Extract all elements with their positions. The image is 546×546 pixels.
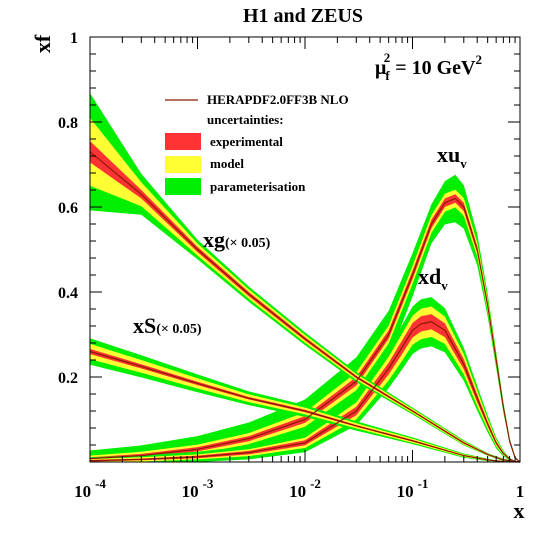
- legend-swatch-model: [165, 156, 201, 173]
- legend-label-experimental: experimental: [210, 134, 283, 149]
- legend-label-model: model: [210, 156, 244, 171]
- y-tick-label: 1: [70, 30, 78, 47]
- legend-swatch-parameterisation: [165, 178, 201, 195]
- label-xdv-sub: v: [441, 278, 448, 293]
- scale-rest: = 10 GeV: [390, 57, 476, 79]
- label-xs: xS(× 0.05): [133, 313, 202, 338]
- x-tick-label-exp: -1: [418, 476, 429, 491]
- x-tick-label-base: 10: [74, 482, 91, 501]
- label-xg-scale: (× 0.05): [225, 236, 271, 251]
- chart-title: H1 and ZEUS: [243, 5, 363, 27]
- scale-sup2: 2: [475, 52, 482, 67]
- x-tick-label-base: 1: [516, 482, 525, 501]
- line-xdv: [89, 321, 521, 463]
- label-xuv: xuv: [437, 142, 467, 171]
- y-axis-label: xf: [30, 34, 55, 53]
- legend: HERAPDF2.0FF3B NLO uncertainties: experi…: [165, 92, 349, 195]
- x-axis-label: x: [514, 498, 525, 523]
- legend-swatch-experimental: [165, 133, 201, 150]
- y-tick-label: 0.8: [58, 115, 78, 132]
- line-xg: [89, 151, 521, 463]
- legend-line-label: HERAPDF2.0FF3B NLO: [207, 92, 349, 107]
- y-tick-label: 0.6: [58, 200, 78, 217]
- x-tick-label: 10 -1: [397, 476, 429, 501]
- line-xuv: [89, 197, 521, 463]
- label-xdv: xdv: [418, 264, 448, 293]
- band-parameterisation-xuv: [90, 174, 520, 462]
- y-tick-label: 0.4: [58, 285, 78, 302]
- x-tick-label-exp: -2: [310, 476, 321, 491]
- x-tick-label-exp: -3: [203, 476, 214, 491]
- legend-header: uncertainties:: [207, 112, 284, 127]
- x-tick-label: 1: [516, 482, 525, 501]
- x-tick-label: 10 -4: [74, 476, 106, 501]
- scale-label: μf 2 = 10 GeV2: [375, 50, 482, 83]
- legend-label-parameterisation: parameterisation: [210, 179, 306, 194]
- band-layer: [90, 93, 520, 463]
- label-xuv-main: xu: [437, 142, 460, 167]
- scale-mu: μ: [375, 57, 387, 79]
- y-tick-labels: 0.2 0.4 0.6 0.8 1: [58, 30, 78, 387]
- scale-sub: f: [385, 68, 390, 83]
- label-xdv-main: xd: [418, 264, 441, 289]
- label-xuv-sub: v: [460, 156, 467, 171]
- label-xg: xg(× 0.05): [203, 227, 271, 252]
- scale-sup: 2: [384, 50, 391, 65]
- x-tick-label: 10 -2: [289, 476, 321, 501]
- label-xg-main: xg: [203, 227, 225, 252]
- x-tick-label: 10 -3: [182, 476, 214, 501]
- tick-layer: [89, 36, 521, 463]
- label-xs-main: xS: [133, 313, 156, 338]
- x-tick-label-base: 10: [182, 482, 199, 501]
- y-tick-label: 0.2: [58, 370, 78, 387]
- central-line-layer: [89, 151, 521, 463]
- x-tick-label-exp: -4: [95, 476, 106, 491]
- label-xs-scale: (× 0.05): [156, 322, 202, 337]
- x-tick-label-base: 10: [289, 482, 306, 501]
- x-tick-label-base: 10: [397, 482, 414, 501]
- x-tick-labels: 10 -4 10 -3 10 -2 10 -1 1: [74, 476, 524, 501]
- line-xS: [89, 350, 521, 463]
